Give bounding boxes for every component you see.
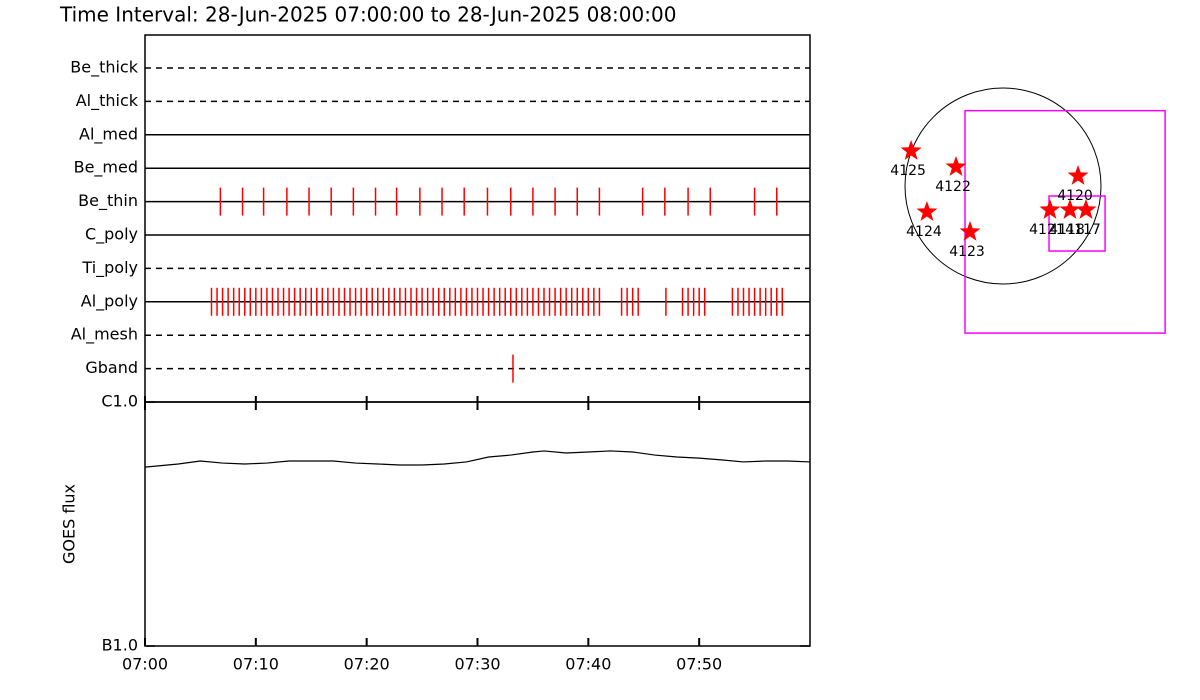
row-label: Al_poly — [81, 291, 138, 311]
y-tick-label: B1.0 — [102, 636, 138, 655]
row-label: Be_thick — [70, 58, 138, 78]
region-label: 4125 — [890, 163, 926, 179]
active-region — [1059, 199, 1081, 219]
x-tick-label: 07:30 — [454, 655, 500, 674]
y-axis-label: GOES flux — [60, 484, 79, 564]
active-region — [1039, 199, 1061, 219]
chart-title: Time Interval: 28-Jun-2025 07:00:00 to 2… — [59, 3, 676, 27]
row-label: Al_mesh — [71, 325, 138, 345]
goes-line — [144, 450, 811, 468]
active-region — [900, 140, 922, 160]
x-tick-label: 07:00 — [122, 655, 168, 674]
active-region — [1067, 165, 1089, 185]
active-region — [1075, 199, 1097, 219]
row-label: Be_thin — [78, 191, 138, 211]
fov-box — [1048, 195, 1106, 252]
region-label: 4124 — [906, 224, 942, 240]
region-label: 4120 — [1057, 188, 1093, 204]
row-label: Gband — [85, 358, 138, 377]
goes-frame — [144, 401, 811, 647]
row-label: Ti_poly — [81, 258, 138, 278]
row-label: Be_med — [74, 158, 138, 178]
y-tick-label: C1.0 — [101, 392, 138, 411]
timeline-frame — [144, 34, 811, 403]
active-region — [945, 156, 967, 176]
row-label: Al_thick — [76, 91, 139, 111]
region-label: 4118 — [1049, 222, 1085, 238]
x-tick-label: 07:50 — [676, 655, 722, 674]
solar-limb — [904, 87, 1102, 285]
row-label: C_poly — [85, 225, 138, 245]
region-label: 4117 — [1065, 222, 1101, 238]
x-tick-label: 07:20 — [344, 655, 390, 674]
active-region — [959, 220, 981, 241]
x-tick-label: 07:40 — [565, 655, 611, 674]
active-region — [916, 201, 938, 221]
x-tick-label: 07:10 — [233, 655, 279, 674]
row-label: Al_med — [79, 124, 138, 144]
region-label: 4121 — [1029, 222, 1065, 238]
fov-box — [964, 109, 1166, 334]
region-label: 4123 — [949, 244, 985, 260]
region-label: 4122 — [935, 179, 971, 195]
